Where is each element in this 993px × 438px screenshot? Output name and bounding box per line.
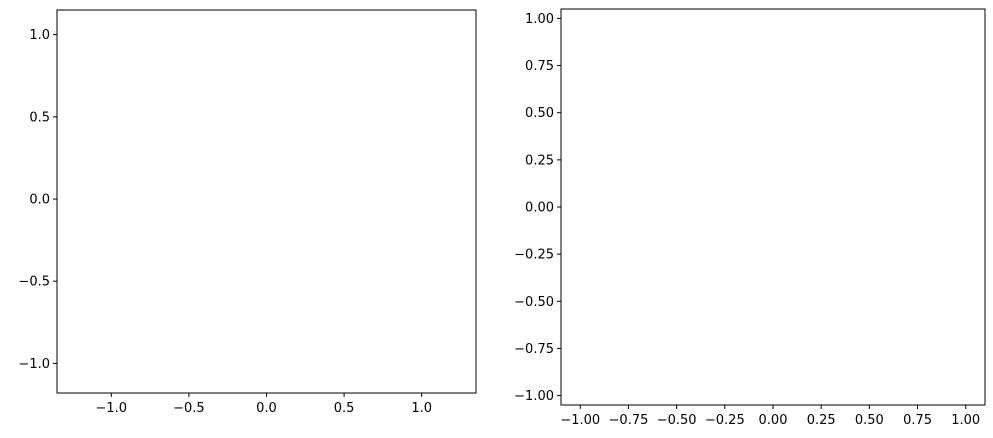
y-tick-label: 0.25	[525, 153, 554, 168]
x-tick-label: −0.5	[173, 401, 205, 416]
left-hexbin-plot: −1.0 −0.5 0.0 0.5 1.0 −1.0 −0.5 0.0 0.5 1.0	[18, 9, 477, 416]
x-tick-label: −0.50	[657, 413, 697, 428]
x-tick-label: 0.5	[334, 401, 355, 416]
y-tick-label: 0.50	[525, 106, 554, 121]
y-tick-label: 1.00	[525, 12, 554, 27]
left-y-axis: −1.0 −0.5 0.0 0.5 1.0	[18, 28, 57, 372]
x-tick-label: 0.75	[903, 413, 932, 428]
x-tick-label: −1.0	[96, 401, 128, 416]
x-tick-label: −1.00	[560, 413, 600, 428]
y-tick-label: −0.50	[514, 295, 554, 310]
left-x-axis: −1.0 −0.5 0.0 0.5 1.0	[96, 393, 432, 416]
right-hexbin-plot: −1.00 −0.75 −0.50 −0.25 0.00 0.25 0.50 0.75 1.00…	[514, 8, 986, 428]
y-tick-label: −0.25	[514, 248, 554, 263]
plot-frame	[560, 8, 986, 406]
y-tick-label: −0.5	[18, 275, 50, 290]
y-tick-label: 0.0	[29, 193, 50, 208]
y-tick-label: −0.75	[514, 342, 554, 357]
plot-frame	[56, 9, 477, 394]
x-tick-label: −0.25	[705, 413, 745, 428]
x-tick-label: 0.00	[759, 413, 788, 428]
right-x-axis: −1.00 −0.75 −0.50 −0.25 0.00 0.25 0.50 0.75 1.00	[560, 405, 980, 428]
x-tick-label: 1.0	[411, 401, 432, 416]
x-tick-label: 1.00	[951, 413, 980, 428]
y-tick-label: −1.0	[18, 357, 50, 372]
y-tick-label: 1.0	[29, 28, 50, 43]
y-tick-label: 0.75	[525, 59, 554, 74]
y-tick-label: 0.5	[29, 110, 50, 125]
y-tick-label: 0.00	[525, 201, 554, 216]
x-tick-label: −0.75	[609, 413, 649, 428]
right-y-axis: −1.00 −0.75 −0.50 −0.25 0.00 0.25 0.50 0.75 1.00	[514, 12, 561, 404]
x-tick-label: 0.25	[807, 413, 836, 428]
x-tick-label: 0.0	[256, 401, 277, 416]
y-tick-label: −1.00	[514, 389, 554, 404]
x-tick-label: 0.50	[855, 413, 884, 428]
